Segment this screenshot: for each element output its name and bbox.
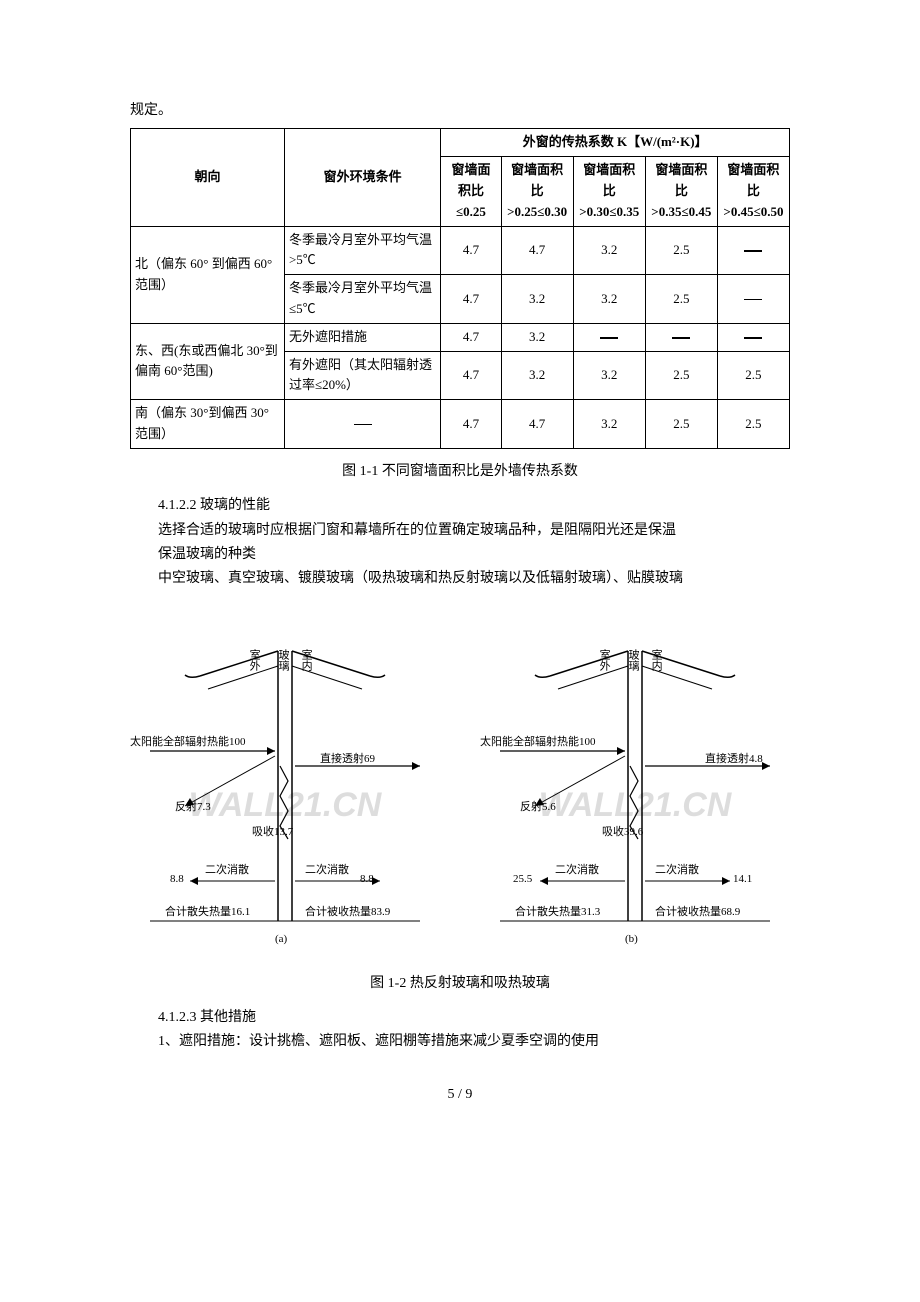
cell-cond-1a: 冬季最冷月室外平均气温 >5℃ (284, 226, 440, 275)
paragraph: 中空玻璃、真空玻璃、镀膜玻璃（吸热玻璃和热反射玻璃以及低辐射玻璃）、贴膜玻璃 (130, 568, 790, 590)
label-glass: 玻璃 (277, 649, 289, 674)
cell-orientation-ew: 东、西(东或西偏北 30°到偏南 60°范围) (131, 323, 285, 399)
cell: 3.2 (501, 323, 573, 351)
cell: 4.7 (441, 226, 501, 275)
cell: 2.5 (645, 275, 717, 324)
page-footer: 5 / 9 (130, 1084, 790, 1106)
label-outside: 室外 (598, 649, 610, 674)
label-glass: 玻璃 (627, 649, 639, 674)
th-condition: 窗外环境条件 (284, 129, 440, 226)
label-loss: 合计散失热量16.1 (165, 906, 250, 918)
table-row: 南（偏东 30°到偏西 30°范围） 4.7 4.7 3.2 2.5 2.5 (131, 400, 790, 449)
cell: 4.7 (501, 400, 573, 449)
cell-cond-2b: 有外遮阳（其太阳辐射透过率≤20%） (284, 351, 440, 400)
cell: 3.2 (573, 275, 645, 324)
watermark-text: WALL21.CN (539, 786, 733, 824)
label-reflect: 反射5.6 (520, 801, 556, 813)
cell (717, 275, 789, 324)
label-absorb: 吸收39.6 (602, 826, 643, 838)
label-direct: 直接透射4.8 (705, 753, 763, 765)
label-gain: 合计被收热量83.9 (305, 906, 390, 918)
figure-1-2-caption: 图 1-2 热反射玻璃和吸热玻璃 (130, 973, 790, 995)
cell: 2.5 (717, 351, 789, 400)
th-ratio-5: 窗墙面积比>0.45≤0.50 (717, 157, 789, 226)
table-row: 北（偏东 60° 到偏西 60° 范围） 冬季最冷月室外平均气温 >5℃ 4.7… (131, 226, 790, 275)
cell: 2.5 (645, 351, 717, 400)
label-solar-total: 太阳能全部辐射热能100 (130, 736, 246, 748)
cell: 2.5 (645, 226, 717, 275)
label-sec-right-val: 14.1 (733, 873, 752, 885)
cell: 3.2 (573, 226, 645, 275)
cell-cond-1b: 冬季最冷月室外平均气温 ≤5℃ (284, 275, 440, 324)
label-solar-total: 太阳能全部辐射热能100 (480, 736, 596, 748)
figure-1-1-caption: 图 1-1 不同窗墙面积比是外墙传热系数 (130, 461, 790, 483)
label-gain: 合计被收热量68.9 (655, 906, 740, 918)
diagram-a: WALL21.CN (130, 621, 440, 961)
label-sec-right-val: 8.8 (360, 873, 374, 885)
table-row: 东、西(东或西偏北 30°到偏南 60°范围) 无外遮阳措施 4.7 3.2 (131, 323, 790, 351)
label-sec-left-val: 8.8 (170, 873, 184, 885)
label-sec-left: 二次消散 (555, 864, 599, 876)
label-sec-right: 二次消散 (655, 864, 699, 876)
th-merged-top: 外窗的传热系数 K【W/(m²·K)】 (441, 129, 790, 157)
cell: 2.5 (717, 400, 789, 449)
th-ratio-3: 窗墙面积比>0.30≤0.35 (573, 157, 645, 226)
label-absorb: 吸收13.7 (252, 826, 293, 838)
cell: 3.2 (573, 351, 645, 400)
label-sec-left: 二次消散 (205, 864, 249, 876)
cell (573, 323, 645, 351)
cell: 3.2 (501, 351, 573, 400)
paragraph: 保温玻璃的种类 (130, 544, 790, 566)
th-ratio-2: 窗墙面积比>0.25≤0.30 (501, 157, 573, 226)
label-outside: 室外 (248, 649, 260, 674)
watermark-text: WALL21.CN (189, 786, 383, 824)
cell: 4.7 (441, 323, 501, 351)
cell-orientation-north: 北（偏东 60° 到偏西 60° 范围） (131, 226, 285, 323)
label-sub-a: (a) (275, 933, 287, 945)
cell: 3.2 (501, 275, 573, 324)
cell (717, 226, 789, 275)
cell: 4.7 (441, 275, 501, 324)
label-inside: 室内 (300, 649, 312, 674)
label-direct: 直接透射69 (320, 753, 375, 765)
cell (645, 323, 717, 351)
th-orientation: 朝向 (131, 129, 285, 226)
label-sec-left-val: 25.5 (513, 873, 532, 885)
label-sub-b: (b) (625, 933, 638, 945)
paragraph: 1、遮阳措施：设计挑檐、遮阳板、遮阳棚等措施来减少夏季空调的使用 (130, 1031, 790, 1053)
cell (717, 323, 789, 351)
cell: 4.7 (441, 351, 501, 400)
heat-transfer-table: 朝向 窗外环境条件 外窗的传热系数 K【W/(m²·K)】 窗墙面积比≤0.25… (130, 128, 790, 448)
intro-text: 规定。 (130, 100, 790, 122)
cell: 4.7 (501, 226, 573, 275)
cell: 4.7 (441, 400, 501, 449)
label-loss: 合计散失热量31.3 (515, 906, 600, 918)
th-ratio-4: 窗墙面积比>0.35≤0.45 (645, 157, 717, 226)
cell-orientation-south: 南（偏东 30°到偏西 30°范围） (131, 400, 285, 449)
figure-1-2-diagrams: WALL21.CN (130, 621, 790, 961)
paragraph: 选择合适的玻璃时应根据门窗和幕墙所在的位置确定玻璃品种，是阻隔阳光还是保温 (130, 520, 790, 542)
label-sec-right: 二次消散 (305, 864, 349, 876)
label-reflect: 反射7.3 (175, 801, 211, 813)
cell-cond-3 (284, 400, 440, 449)
diagram-b: WALL21.CN 室外 玻 (480, 621, 790, 961)
th-ratio-1: 窗墙面积比≤0.25 (441, 157, 501, 226)
label-inside: 室内 (650, 649, 662, 674)
section-4122-heading: 4.1.2.2 玻璃的性能 (130, 495, 790, 517)
cell: 2.5 (645, 400, 717, 449)
section-4123-heading: 4.1.2.3 其他措施 (130, 1007, 790, 1029)
cell: 3.2 (573, 400, 645, 449)
cell-cond-2a: 无外遮阳措施 (284, 323, 440, 351)
